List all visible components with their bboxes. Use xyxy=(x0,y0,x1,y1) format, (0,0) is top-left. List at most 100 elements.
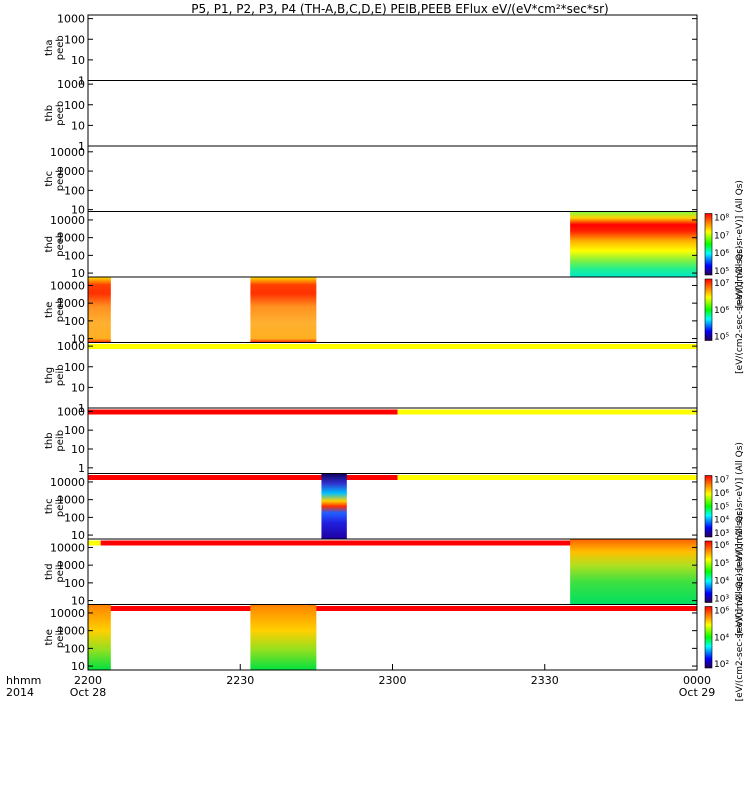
y-tick-label: 10000 xyxy=(50,541,85,554)
panel-thc-peeb: 10000 1000 100 10 thc peeb xyxy=(44,145,698,217)
colorbar-tick-label: 10⁴ xyxy=(714,577,729,587)
spectrogram-block xyxy=(88,277,111,343)
x-tick-label: 2200 xyxy=(74,674,102,687)
y-tick-label: 1 xyxy=(78,462,85,475)
y-tick-label: 1000 xyxy=(57,232,85,245)
y-tick-label: 1000 xyxy=(57,13,85,26)
y-tick-label: 1000 xyxy=(57,625,85,638)
y-tick-label: 100 xyxy=(64,184,85,197)
panel-probe-label: thd xyxy=(44,236,55,253)
panel-product-label: peeb xyxy=(55,35,66,60)
y-tick-label: 100 xyxy=(64,424,85,437)
chart-title: P5, P1, P2, P3, P4 (TH-A,B,C,D,E) PEIB,P… xyxy=(191,2,608,16)
quality-flag-bar xyxy=(88,606,697,611)
colorbar xyxy=(704,540,713,603)
y-tick-label: 100 xyxy=(64,99,85,112)
panel-thb-peib: 1000 100 10 1 thb peib xyxy=(44,405,698,480)
spectrogram-block xyxy=(570,211,697,277)
colorbar xyxy=(704,475,713,538)
spectrogram-block xyxy=(250,277,317,343)
colorbar-tick-label: 10⁶ xyxy=(714,249,729,259)
x-date-label: Oct 29 xyxy=(679,686,716,699)
y-tick-label: 10 xyxy=(71,529,85,542)
colorbar-label: [eV/(cm2-sec-sr-eV)] (All Qs) xyxy=(735,573,745,701)
panel-probe-label: the xyxy=(44,629,55,645)
y-tick-label: 10 xyxy=(71,119,85,132)
y-tick-label: 1 xyxy=(78,402,85,415)
panel-product-label: peeb xyxy=(55,166,66,191)
panel-product-label: peib xyxy=(55,561,66,583)
panel-product-label: peib xyxy=(55,430,66,452)
panel-thb-peeb: 1000 100 10 1 thb peeb xyxy=(44,78,698,153)
y-tick-label: 10000 xyxy=(50,607,85,620)
panel-product-label: peib xyxy=(55,364,66,386)
panel-frame xyxy=(87,407,698,474)
panel-frame xyxy=(87,276,698,343)
colorbar-label: [eV/(cm2-sec-sr-eV)] (All Qs) xyxy=(735,508,745,636)
y-tick-label: 10 xyxy=(71,54,85,67)
y-tick-label: 10 xyxy=(71,267,85,280)
y-tick-label: 10 xyxy=(71,660,85,673)
colorbar-tick-label: 10⁵ xyxy=(714,267,729,277)
quality-flag-bar xyxy=(397,409,697,415)
panel-probe-label: thg xyxy=(44,367,55,384)
y-tick-label: 1000 xyxy=(57,405,85,418)
panel-probe-label: thc xyxy=(44,171,55,187)
colorbar-tick-label: 10⁶ xyxy=(714,607,729,617)
y-tick-label: 1000 xyxy=(57,340,85,353)
y-tick-label: 1 xyxy=(78,140,85,153)
colorbar-tick-label: 10⁶ xyxy=(714,541,729,551)
panel-tha-peeb: 1000 100 10 1 tha peeb xyxy=(44,13,698,88)
panel-probe-label: tha xyxy=(44,40,55,56)
y-tick-label: 10000 xyxy=(50,279,85,292)
y-tick-label: 10 xyxy=(71,333,85,346)
x-tick-label: 2230 xyxy=(226,674,254,687)
y-tick-label: 10 xyxy=(71,381,85,394)
panel-the-peib: 10000 1000 100 10 the peib 10⁶ 10⁴ 10² [eV/(cm2-s… xyxy=(44,573,745,701)
colorbar-tick-label: 10⁷ xyxy=(714,476,729,486)
y-tick-label: 1000 xyxy=(57,297,85,310)
x-axis-label: hhmm xyxy=(6,674,41,687)
colorbar-tick-label: 10⁴ xyxy=(714,633,729,643)
y-tick-label: 10000 xyxy=(50,214,85,227)
colorbar-label: [eV/(cm2-sec-sr-eV)] (All Qs) xyxy=(735,442,745,570)
panel-probe-label: thc xyxy=(44,498,55,514)
quality-flag-bar xyxy=(88,409,398,415)
y-tick-label: 100 xyxy=(64,361,85,374)
x-date-label: Oct 28 xyxy=(70,686,107,699)
x-tick-label: 0000 xyxy=(683,674,711,687)
panel-thd-peeb: 10000 1000 100 10 thd peeb 10⁸ 10⁷ 10⁶ 10⁵ [eV/(cm… xyxy=(44,180,745,308)
x-axis-year: 2014 xyxy=(6,686,34,699)
colorbar-tick-label: 10⁷ xyxy=(714,279,729,289)
colorbar-tick-label: 10³ xyxy=(714,595,729,605)
panel-product-label: peeb xyxy=(55,297,66,322)
colorbar-tick-label: 10³ xyxy=(714,529,729,539)
y-tick-label: 10 xyxy=(71,204,85,217)
y-tick-label: 10000 xyxy=(50,146,85,159)
quality-flag-bar xyxy=(397,475,697,480)
x-tick-label: 2330 xyxy=(531,674,559,687)
quality-flag-bar xyxy=(88,475,398,480)
y-tick-label: 10000 xyxy=(50,476,85,489)
colorbar-tick-label: 10⁵ xyxy=(714,502,729,512)
y-tick-label: 100 xyxy=(64,642,85,655)
panel-the-peeb: 10000 1000 100 10 the peeb 10⁷ 10⁶ 10⁵ [eV/(cm2-s… xyxy=(44,246,745,374)
panel-probe-label: thb xyxy=(44,105,55,122)
panel-frame xyxy=(87,342,698,409)
quality-flag-bar xyxy=(88,344,697,349)
y-tick-label: 1000 xyxy=(57,494,85,507)
colorbar-tick-label: 10⁸ xyxy=(714,214,729,224)
colorbar-tick-label: 10⁴ xyxy=(714,516,729,526)
colorbar-tick-label: 10⁵ xyxy=(714,333,729,343)
y-tick-label: 1 xyxy=(78,75,85,88)
panel-product-label: peib xyxy=(55,626,66,648)
y-tick-label: 1000 xyxy=(57,78,85,91)
panel-frame xyxy=(87,80,698,147)
panel-product-label: peeb xyxy=(55,101,66,126)
colorbar-tick-label: 10⁵ xyxy=(714,559,729,569)
y-tick-label: 100 xyxy=(64,511,85,524)
panel-product-label: peeb xyxy=(55,232,66,257)
colorbar-tick-label: 10⁶ xyxy=(714,306,729,316)
x-tick-label: 2300 xyxy=(379,674,407,687)
